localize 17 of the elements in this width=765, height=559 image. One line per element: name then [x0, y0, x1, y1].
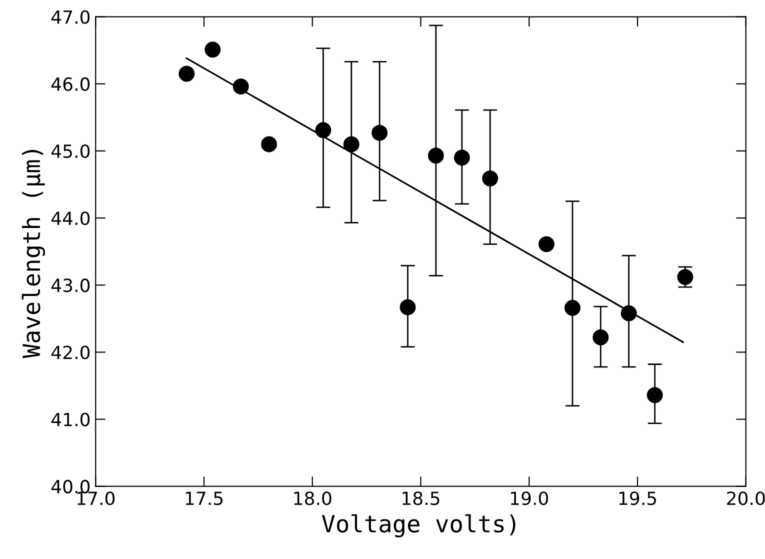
- x-tick-label: 19.0: [511, 492, 548, 506]
- y-tick-label: 42.0: [51, 346, 90, 360]
- y-tick-label: 43.0: [51, 278, 90, 292]
- y-tick-label: 47.0: [51, 10, 90, 24]
- y-axis-title: Wavelength (μm): [22, 150, 46, 358]
- x-tick-label: 18.0: [294, 492, 332, 506]
- x-tick-label: 17.5: [186, 492, 223, 506]
- y-tick-label: 41.0: [51, 412, 90, 426]
- x-tick-label: 19.5: [619, 492, 656, 506]
- y-tick-label: 46.0: [51, 77, 90, 91]
- x-tick-label: 17.0: [78, 492, 115, 506]
- x-axis-title: Voltage volts): [322, 514, 516, 538]
- x-tick-label: 18.5: [402, 492, 440, 506]
- y-tick-label: 45.0: [51, 144, 90, 158]
- y-tick-label: 44.0: [51, 211, 90, 226]
- x-tick-label: 20.0: [727, 492, 765, 506]
- y-tick-label: 40.0: [51, 480, 90, 494]
